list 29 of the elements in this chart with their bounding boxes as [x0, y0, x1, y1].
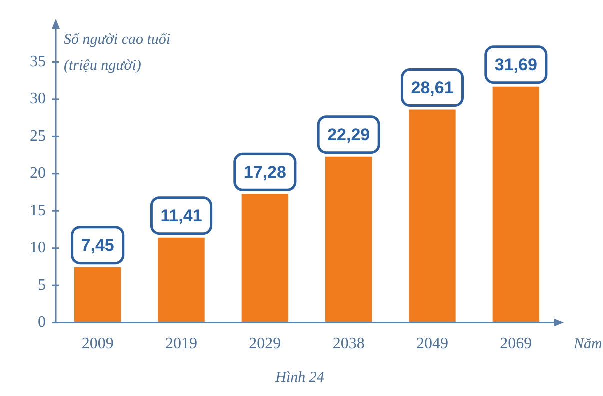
bar — [409, 110, 456, 323]
data-label: 28,61 — [411, 78, 454, 98]
y-tick-label: 10 — [30, 240, 46, 257]
data-label: 11,41 — [160, 206, 202, 226]
x-tick-label: 2009 — [82, 336, 114, 353]
bar — [325, 156, 372, 323]
y-tick-label: 5 — [38, 276, 46, 294]
x-tick-label: 2049 — [416, 336, 448, 353]
bar — [74, 267, 122, 323]
x-tick-label: 2038 — [332, 336, 365, 353]
y-tick-label: 15 — [30, 202, 46, 220]
x-tick-label: 2069 — [500, 336, 532, 353]
y-tick-label: 30 — [30, 90, 46, 108]
y-axis-title: Số người cao tuổi (triệu người) — [64, 32, 171, 74]
text: Hình 24 — [274, 370, 325, 386]
y-tick-label: 0 — [38, 314, 46, 332]
data-label: 7,45 — [81, 236, 114, 256]
data-label: 22,29 — [328, 126, 370, 145]
x-tick-label: 2019 — [166, 336, 198, 353]
bar — [242, 194, 289, 323]
x-axis-title: Năm — [573, 336, 603, 353]
y-tick-label: 35 — [30, 53, 46, 70]
bar — [158, 238, 205, 323]
data-label: 31,69 — [494, 56, 538, 75]
x-tick-label: 2029 — [249, 336, 282, 353]
data-label: 17,28 — [244, 162, 286, 182]
bar — [492, 86, 540, 323]
y-tick-label: 20 — [30, 165, 46, 182]
y-tick-label: 25 — [30, 128, 46, 145]
